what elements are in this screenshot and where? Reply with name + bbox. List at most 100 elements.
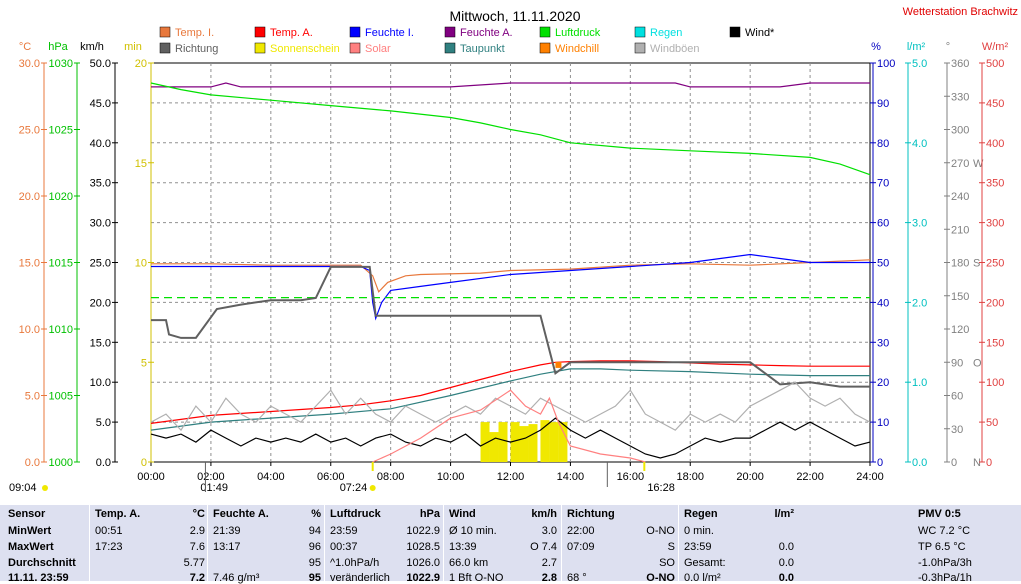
legend-swatch: [539, 42, 551, 54]
axis-tick-label-temp: 25.0: [19, 125, 40, 137]
summary-row-label: TP 6.5 °C: [918, 541, 966, 553]
axis-tick-label-hum: 90: [877, 98, 889, 110]
axis-tick-label-sun: 0: [141, 457, 147, 469]
x-tick-label: 12:00: [497, 471, 525, 483]
sunshine-bar: [510, 422, 520, 462]
axis-tick-label-wind: 25.0: [90, 258, 111, 270]
sunshine-bar: [540, 420, 550, 462]
summary-row-label: Durchschnitt: [8, 557, 76, 569]
summary-row-label: -0.3hPa/1h: [918, 572, 972, 584]
axis-tick-label-hum: 70: [877, 178, 889, 190]
summary-cell-value: 2.9: [189, 525, 205, 537]
axis-tick-label-dir: 270: [951, 158, 969, 170]
axis-unit-press: hPa: [48, 41, 68, 53]
series-line-feuchte-a-: [151, 82, 870, 88]
summary-cell-value: 94: [308, 525, 321, 537]
summary-cell-value: 2.8: [541, 572, 557, 584]
axis-tick-label-dir: 90: [951, 357, 963, 369]
summary-cell-value: 3.0: [541, 525, 557, 537]
summary-cell-label: 23:59: [684, 541, 712, 553]
axis-tick-label-hum: 60: [877, 218, 889, 230]
day-start-label: 09:04: [9, 482, 37, 494]
axis-tick-label-hum: 40: [877, 297, 889, 309]
sunshine-bar: [480, 422, 490, 462]
column-separator: [678, 505, 679, 581]
axis-tick-label-wind: 30.0: [90, 218, 111, 230]
station-name: Wetterstation Brachwitz: [903, 6, 1018, 18]
axis-tick-label-hum: 30: [877, 337, 889, 349]
summary-header: Feuchte A.: [213, 508, 269, 520]
series-line-temp-a-: [150, 360, 870, 424]
axis-tick-label-solar: 200: [986, 297, 1004, 309]
axis-tick-label-dir: 120: [951, 324, 969, 336]
legend-swatch: [444, 42, 456, 54]
axis-tick-label-wind: 10.0: [90, 377, 111, 389]
axis-unit-rain: l/m²: [907, 41, 926, 53]
summary-cell-value: SO: [659, 557, 675, 569]
axis-tick-label-temp: 10.0: [19, 324, 40, 336]
x-tick-label: 10:00: [437, 471, 465, 483]
x-tick-label: 00:00: [137, 471, 165, 483]
axis-tick-label-solar: 500: [986, 58, 1004, 70]
summary-unit: km/h: [531, 508, 557, 520]
legend-swatch: [254, 26, 266, 38]
summary-cell-value: 7.2: [189, 572, 205, 584]
legend-swatch: [349, 26, 361, 38]
axis-tick-label-dir: 150: [951, 291, 969, 303]
axis-tick-label-wind: 20.0: [90, 297, 111, 309]
x-tick-label: 14:00: [557, 471, 585, 483]
axis-tick-label-hum: 100: [877, 58, 895, 70]
axis-unit-hum: %: [871, 41, 881, 53]
axis-tick-label-dir: 300: [951, 125, 969, 137]
axis-tick-label-rain: 2.0: [912, 297, 927, 309]
legend-label: Temp. I.: [175, 27, 214, 39]
axis-tick-label-press: 1020: [49, 191, 73, 203]
summary-cell-label: Gesamt:: [684, 557, 726, 569]
axis-tick-label-rain: 5.0: [912, 58, 927, 70]
legend-swatch: [159, 26, 171, 38]
axis-tick-label-dir: 180: [951, 258, 969, 270]
legend-label: Solar: [365, 43, 391, 55]
moonrise-label: 01:49: [200, 482, 228, 494]
axis-tick-label-sun: 10: [135, 258, 147, 270]
legend-label: Windchill: [555, 43, 599, 55]
summary-cell-label: 00:51: [95, 525, 123, 537]
summary-cell-value: O-NO: [646, 525, 675, 537]
axis-tick-label-solar: 450: [986, 98, 1004, 110]
sunrise-dot: [369, 485, 376, 491]
series-line-windb-en: [150, 381, 871, 432]
summary-cell-value: 96: [308, 541, 321, 553]
summary-header: Richtung: [567, 508, 615, 520]
axis-tick-label-solar: 300: [986, 218, 1004, 230]
axis-tick-label-hum: 0: [877, 457, 883, 469]
summary-cell-value: O-NO: [646, 572, 675, 584]
summary-cell-label: 13:39: [449, 541, 477, 553]
summary-cell-label: 0 min.: [684, 525, 714, 537]
summary-cell-value: 1026.0: [406, 557, 440, 569]
x-tick-label: 24:00: [856, 471, 884, 483]
axis-tick-label-press: 1000: [49, 457, 73, 469]
legend-swatch: [539, 26, 551, 38]
legend-label: Feuchte I.: [365, 27, 414, 39]
summary-cell-value: 1022.9: [406, 525, 440, 537]
legend-label: Regen: [650, 27, 682, 39]
axis-tick-label-dir: 360: [951, 58, 969, 70]
sunset-marker: [643, 462, 646, 471]
day-start-dot: [42, 485, 48, 491]
summary-cell-label: 22:00: [567, 525, 595, 537]
summary-cell-value: 0.0: [778, 572, 794, 584]
legend-swatch: [729, 26, 741, 38]
legend-swatch: [444, 26, 456, 38]
summary-cell-label: 17:23: [95, 541, 123, 553]
axis-tick-label-dir: 330: [951, 91, 969, 103]
sunshine-bar: [489, 432, 499, 462]
axis-tick-label-press: 1025: [49, 125, 73, 137]
axis-tick-label-hum: 10: [877, 417, 889, 429]
column-separator: [324, 505, 325, 581]
axis-tick-label-dir: 240: [951, 191, 969, 203]
axis-tick-label-dir: 0: [951, 457, 957, 469]
summary-cell-value: 2.7: [541, 557, 557, 569]
axis-tick-label-dir: 210: [951, 224, 969, 236]
weather-chart: 00:00 02:00 04:00 06:00 08:00 10:00 12:00 14:00…: [9, 6, 1018, 494]
legend-label: Temp. A.: [270, 27, 313, 39]
